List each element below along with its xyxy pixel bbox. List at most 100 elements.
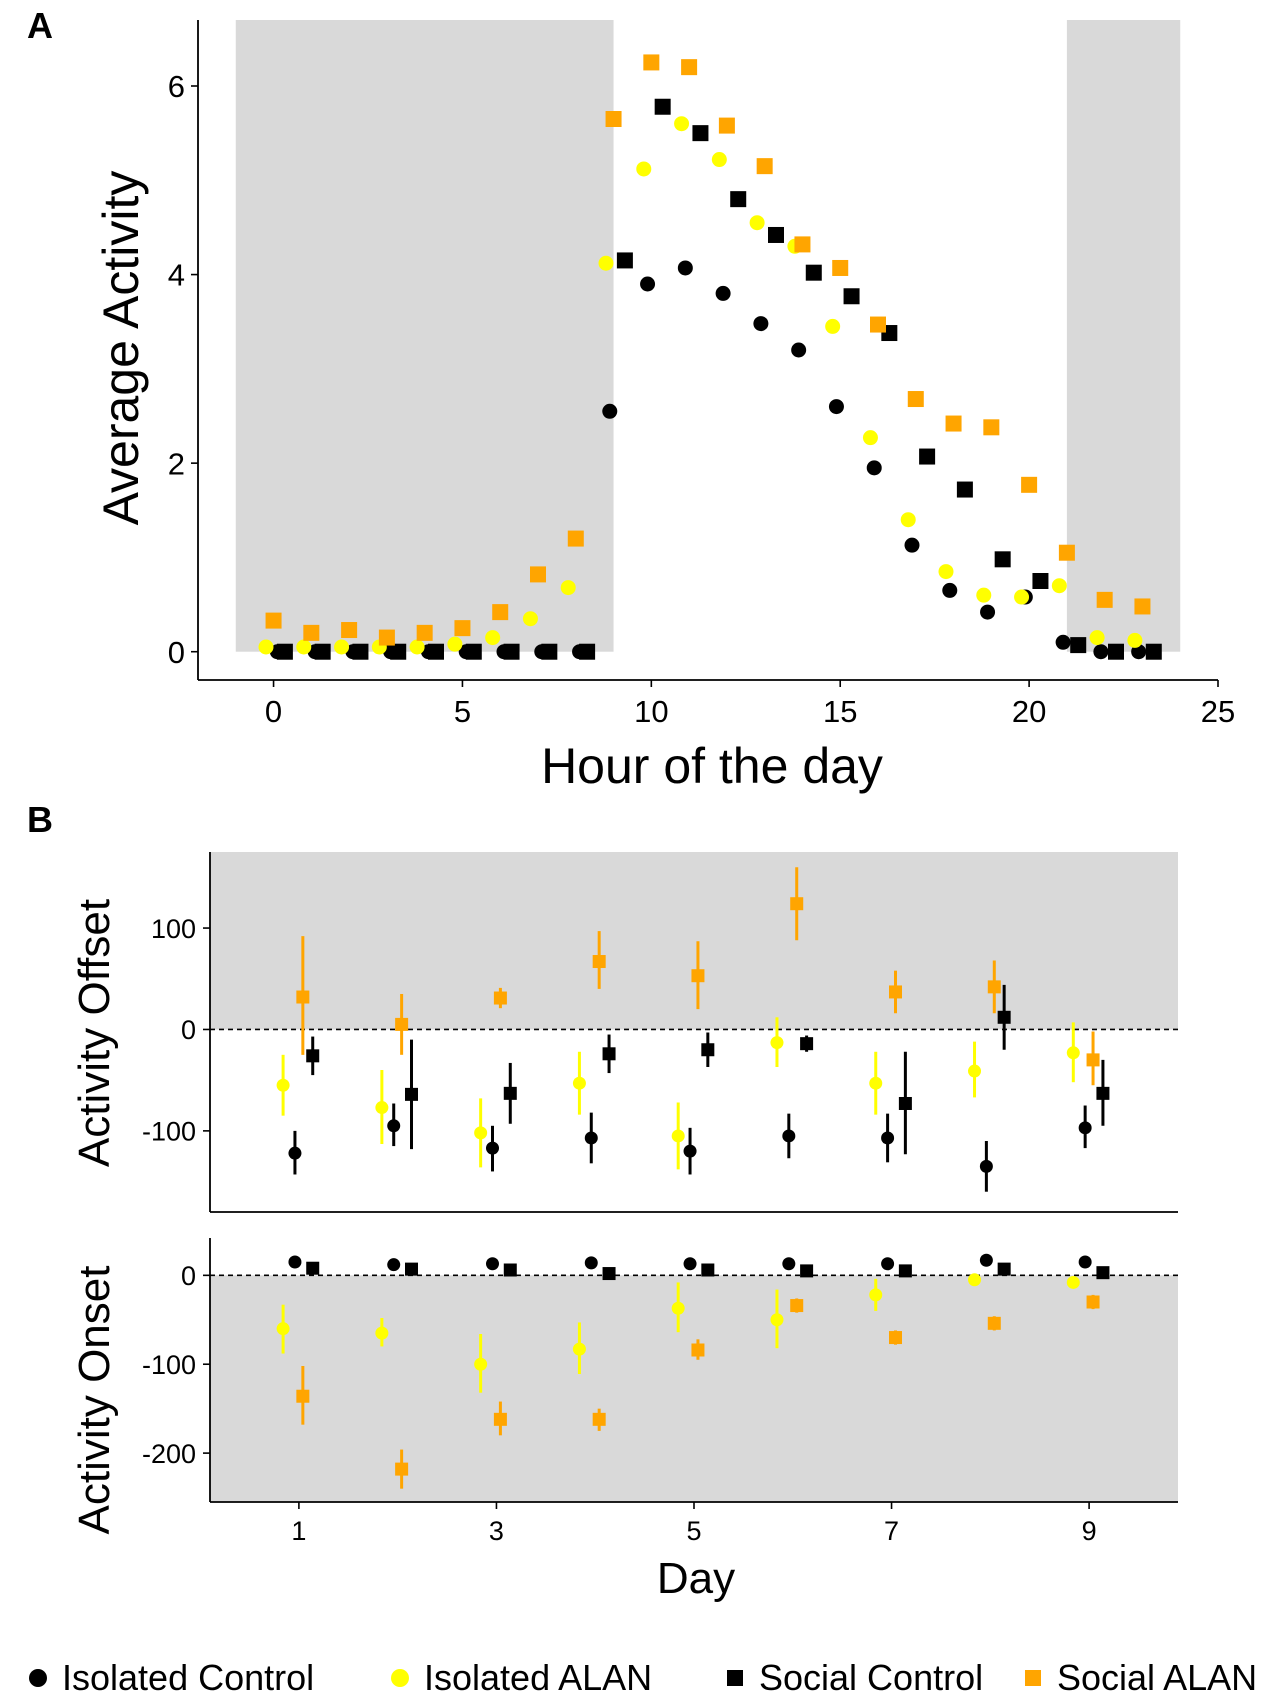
social-control-point: [701, 1263, 715, 1277]
y-tick-label: 4: [168, 258, 185, 293]
chart-a: 0 2 4 6 0 5 10 15 20 25 Hour of the day Average A…: [93, 20, 1235, 794]
isolated-alan-point: [825, 318, 841, 334]
y-tick-label: 0: [181, 1261, 196, 1291]
isolated-control-legend-label: Isolated Control: [62, 1657, 314, 1698]
social-control-point: [1096, 1086, 1110, 1100]
chart-a-x-axis-label: Hour of the day: [541, 738, 883, 794]
isolated-alan-point: [447, 636, 463, 652]
social-alan-point: [395, 1017, 409, 1031]
social-alan-point: [1096, 591, 1113, 608]
social-alan-point: [889, 1331, 903, 1345]
social-control-point: [352, 643, 369, 660]
social-alan-point: [567, 530, 584, 547]
social-alan-point: [790, 897, 804, 911]
social-alan-point: [794, 236, 811, 253]
isolated-control-point: [942, 582, 958, 598]
isolated-alan-point: [1051, 578, 1067, 594]
isolated-alan-point: [258, 639, 274, 655]
social-alan-point: [303, 624, 320, 641]
social-alan-point: [416, 624, 433, 641]
isolated-alan-legend-label: Isolated ALAN: [424, 1657, 652, 1698]
isolated-control-point: [288, 1146, 302, 1160]
isolated-alan-point: [296, 639, 312, 655]
x-tick-label: 0: [265, 694, 282, 729]
social-alan-point: [1021, 476, 1038, 493]
social-alan-point: [1134, 598, 1151, 615]
social-alan-point: [987, 1316, 1001, 1330]
isolated-alan-point: [1127, 632, 1143, 648]
isolated-alan-point: [671, 1301, 685, 1315]
isolated-alan-point: [560, 580, 576, 596]
isolated-alan-point: [1066, 1046, 1080, 1060]
social-control-point: [306, 1261, 320, 1275]
social-control-point: [654, 98, 671, 115]
chart-a-y-axis-label: Average Activity: [93, 171, 149, 526]
isolated-control-point: [584, 1131, 598, 1145]
social-control-point: [503, 643, 520, 660]
social-alan-legend-marker: [1025, 1670, 1041, 1686]
isolated-alan-point: [276, 1078, 290, 1092]
isolated-alan-point: [636, 161, 652, 177]
isolated-control-point: [485, 1257, 499, 1271]
social-control-point: [800, 1037, 814, 1051]
x-tick-label: 3: [489, 1516, 504, 1546]
isolated-control-point: [1131, 644, 1147, 660]
social-alan-point: [341, 622, 358, 639]
social-control-point: [898, 1264, 912, 1278]
x-tick-label: 1: [291, 1516, 306, 1546]
isolated-alan-point: [334, 639, 350, 655]
social-control-point: [276, 643, 293, 660]
isolated-control-point: [866, 460, 882, 476]
social-alan-point: [395, 1462, 409, 1476]
social-control-point: [898, 1096, 912, 1110]
shade-below-zero: [210, 1275, 1178, 1502]
social-alan-point: [790, 1299, 804, 1313]
isolated-alan-point: [1014, 589, 1030, 605]
isolated-alan-point: [474, 1357, 488, 1371]
isolated-alan-point: [522, 611, 538, 627]
social-control-point: [602, 1047, 616, 1061]
x-tick-label: 10: [634, 694, 668, 729]
isolated-control-point: [881, 1131, 895, 1145]
x-tick-label: 15: [823, 694, 857, 729]
isolated-alan-point: [485, 630, 501, 646]
social-alan-point: [492, 604, 509, 621]
x-tick-label: 25: [1201, 694, 1235, 729]
social-alan-point: [1086, 1053, 1100, 1067]
social-control-point: [465, 643, 482, 660]
social-alan-point: [643, 54, 660, 71]
isolated-control-point: [782, 1257, 796, 1271]
social-control-point: [919, 448, 936, 465]
social-control-point: [405, 1087, 419, 1101]
isolated-control-point: [683, 1144, 697, 1158]
social-control-legend-label: Social Control: [759, 1657, 983, 1698]
social-alan-point: [265, 612, 282, 629]
social-control-point: [428, 643, 444, 660]
social-control-point: [405, 1262, 419, 1276]
isolated-control-point: [1055, 634, 1071, 650]
isolated-control-point: [387, 1258, 401, 1272]
isolated-alan-point: [900, 512, 916, 528]
isolated-alan-point: [749, 215, 765, 231]
chart-b-onset-y-axis-label: Activity Onset: [70, 1266, 119, 1535]
panel-b-label: B: [27, 799, 53, 840]
isolated-control-point: [640, 276, 656, 292]
isolated-alan-point: [674, 116, 690, 132]
social-control-point: [602, 1267, 616, 1281]
social-alan-point: [945, 415, 962, 432]
isolated-alan-point: [375, 1326, 389, 1340]
isolated-alan-point: [869, 1076, 883, 1090]
y-tick-label: 0: [181, 1015, 196, 1045]
x-tick-label: 5: [454, 694, 471, 729]
isolated-alan-point: [770, 1313, 784, 1327]
y-tick-label: -100: [142, 1350, 196, 1380]
social-alan-point: [681, 59, 698, 76]
legend: Isolated Control Isolated ALAN Social Cont…: [29, 1657, 1257, 1698]
social-alan-point: [592, 1412, 606, 1426]
social-control-point: [503, 1263, 517, 1277]
isolated-control-point: [1078, 1121, 1092, 1135]
isolated-alan-point: [770, 1036, 784, 1050]
social-control-point: [956, 481, 973, 498]
isolated-alan-point: [968, 1273, 982, 1287]
